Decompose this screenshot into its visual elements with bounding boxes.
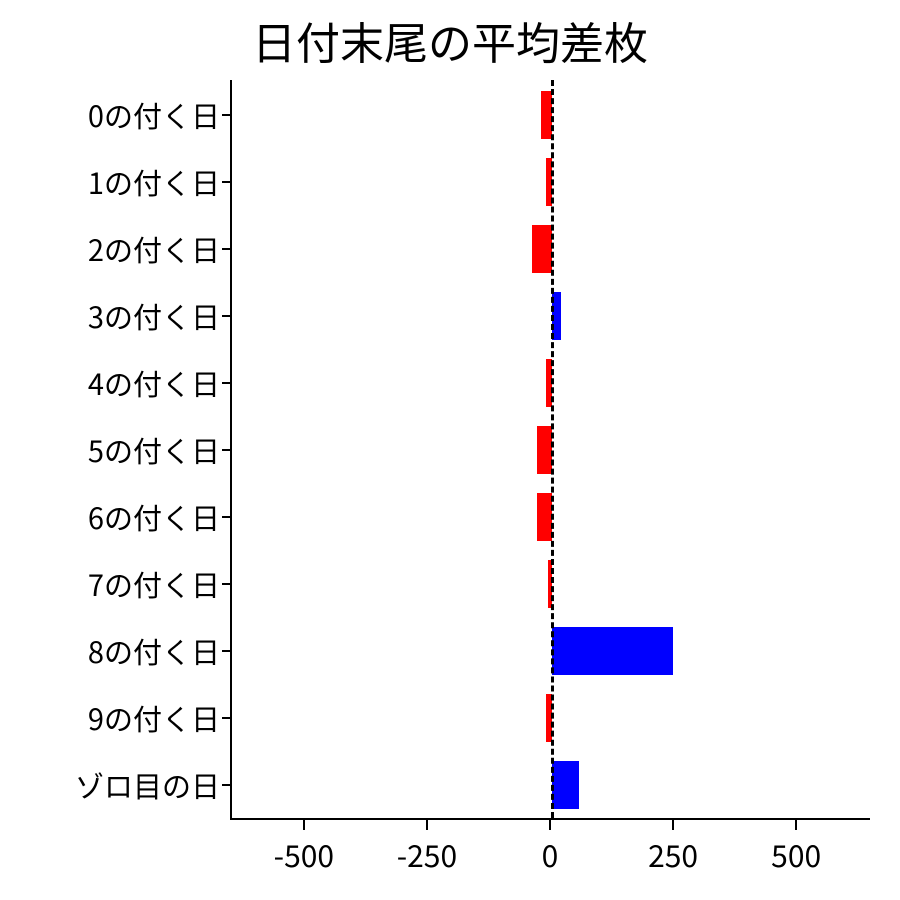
- x-tick-label: 250: [648, 832, 698, 876]
- y-tick-label: 1の付く日: [10, 161, 220, 203]
- y-tick-mark: [222, 717, 230, 719]
- x-tick-label: -500: [274, 832, 334, 876]
- y-tick-mark: [222, 516, 230, 518]
- y-tick-label: 2の付く日: [10, 228, 220, 270]
- x-tick-mark: [426, 820, 428, 830]
- x-tick-mark: [672, 820, 674, 830]
- y-tick-label: 3の付く日: [10, 295, 220, 337]
- y-tick-mark: [222, 114, 230, 116]
- zero-reference-line: [551, 80, 554, 818]
- y-tick-label: ゾロ目の日: [10, 764, 220, 806]
- plot-area: [230, 80, 870, 820]
- x-tick-label: 0: [542, 832, 559, 876]
- x-tick-mark: [303, 820, 305, 830]
- y-tick-label: 6の付く日: [10, 496, 220, 538]
- bar: [552, 761, 579, 809]
- y-tick-label: 4の付く日: [10, 362, 220, 404]
- y-tick-mark: [222, 784, 230, 786]
- y-tick-label: 5の付く日: [10, 429, 220, 471]
- y-tick-label: 0の付く日: [10, 94, 220, 136]
- y-tick-mark: [222, 248, 230, 250]
- y-tick-mark: [222, 449, 230, 451]
- chart-title: 日付末尾の平均差枚: [0, 8, 900, 72]
- x-tick-mark: [549, 820, 551, 830]
- y-tick-label: 9の付く日: [10, 697, 220, 739]
- bar: [532, 225, 552, 273]
- x-tick-label: 500: [771, 832, 821, 876]
- bar: [552, 627, 673, 675]
- x-tick-mark: [795, 820, 797, 830]
- y-tick-label: 7の付く日: [10, 563, 220, 605]
- x-tick-label: -250: [397, 832, 457, 876]
- y-tick-mark: [222, 315, 230, 317]
- y-tick-mark: [222, 583, 230, 585]
- y-tick-mark: [222, 181, 230, 183]
- y-tick-label: 8の付く日: [10, 630, 220, 672]
- y-tick-mark: [222, 650, 230, 652]
- y-tick-mark: [222, 382, 230, 384]
- chart-container: 日付末尾の平均差枚 0の付く日 1の付く日 2の付く日 3の付く日 4の付く日 5の付く日…: [0, 0, 900, 900]
